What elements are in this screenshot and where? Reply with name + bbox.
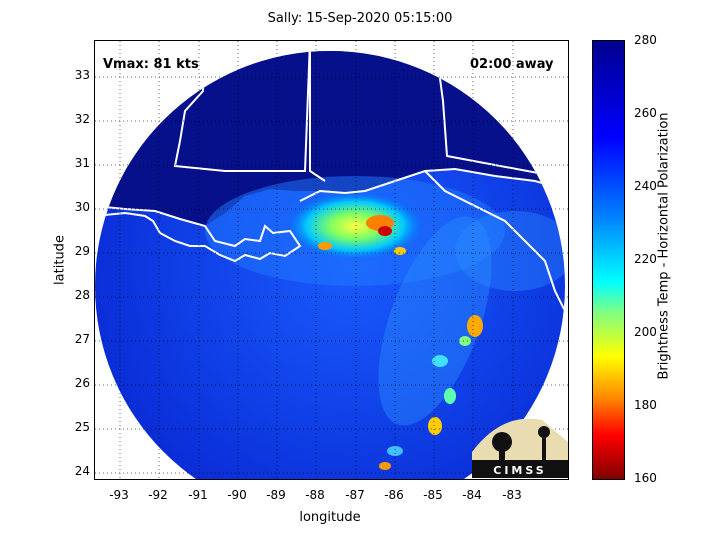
x-tick: -90 <box>227 488 247 502</box>
vmax-label: Vmax: 81 kts <box>103 57 199 72</box>
state-borders <box>173 51 311 172</box>
colorbar-tick: 160 <box>634 471 657 485</box>
florida-coastline <box>424 170 565 322</box>
colorbar-tick: 180 <box>634 398 657 412</box>
colorbar-tick: 200 <box>634 325 657 339</box>
x-tick: -85 <box>423 488 443 502</box>
cimss-logo: CIMSS <box>472 418 568 478</box>
x-tick: -88 <box>305 488 325 502</box>
grid-lines <box>95 41 568 479</box>
time-away-label: 02:00 away <box>470 57 554 72</box>
colorbar-tick: 280 <box>634 33 657 47</box>
chart-title: Sally: 15-Sep-2020 05:15:00 <box>267 11 453 26</box>
y-tick: 33 <box>74 68 90 82</box>
y-tick: 32 <box>74 112 90 126</box>
y-tick: 28 <box>74 288 90 302</box>
y-tick: 29 <box>74 244 90 258</box>
y-tick: 27 <box>74 332 90 346</box>
gulf-coastline <box>95 205 302 263</box>
y-tick: 30 <box>74 200 90 214</box>
x-tick: -86 <box>384 488 404 502</box>
x-tick: -91 <box>188 488 208 502</box>
y-axis-label: latitude <box>52 235 68 285</box>
brightness-temp-map <box>95 41 568 479</box>
rainband-cell <box>467 315 483 337</box>
x-tick: -83 <box>502 488 522 502</box>
x-tick: -93 <box>109 488 129 502</box>
x-tick: -87 <box>345 488 365 502</box>
y-tick: 31 <box>74 156 90 170</box>
x-tick: -92 <box>148 488 168 502</box>
map-plot-area <box>94 40 569 480</box>
colorbar-tick: 240 <box>634 179 657 193</box>
y-tick: 26 <box>74 376 90 390</box>
y-tick: 25 <box>74 420 90 434</box>
y-tick: 24 <box>74 464 90 478</box>
x-tick: -89 <box>266 488 286 502</box>
logo-text: CIMSS <box>493 464 546 477</box>
x-tick: -84 <box>462 488 482 502</box>
colorbar-tick: 220 <box>634 252 657 266</box>
colorbar <box>592 40 625 480</box>
colorbar-tick: 260 <box>634 106 657 120</box>
land-region <box>95 51 565 226</box>
colorbar-label: Brightness Temp - Horizontal Polarizatio… <box>656 112 672 380</box>
x-axis-label: longitude <box>299 510 361 525</box>
